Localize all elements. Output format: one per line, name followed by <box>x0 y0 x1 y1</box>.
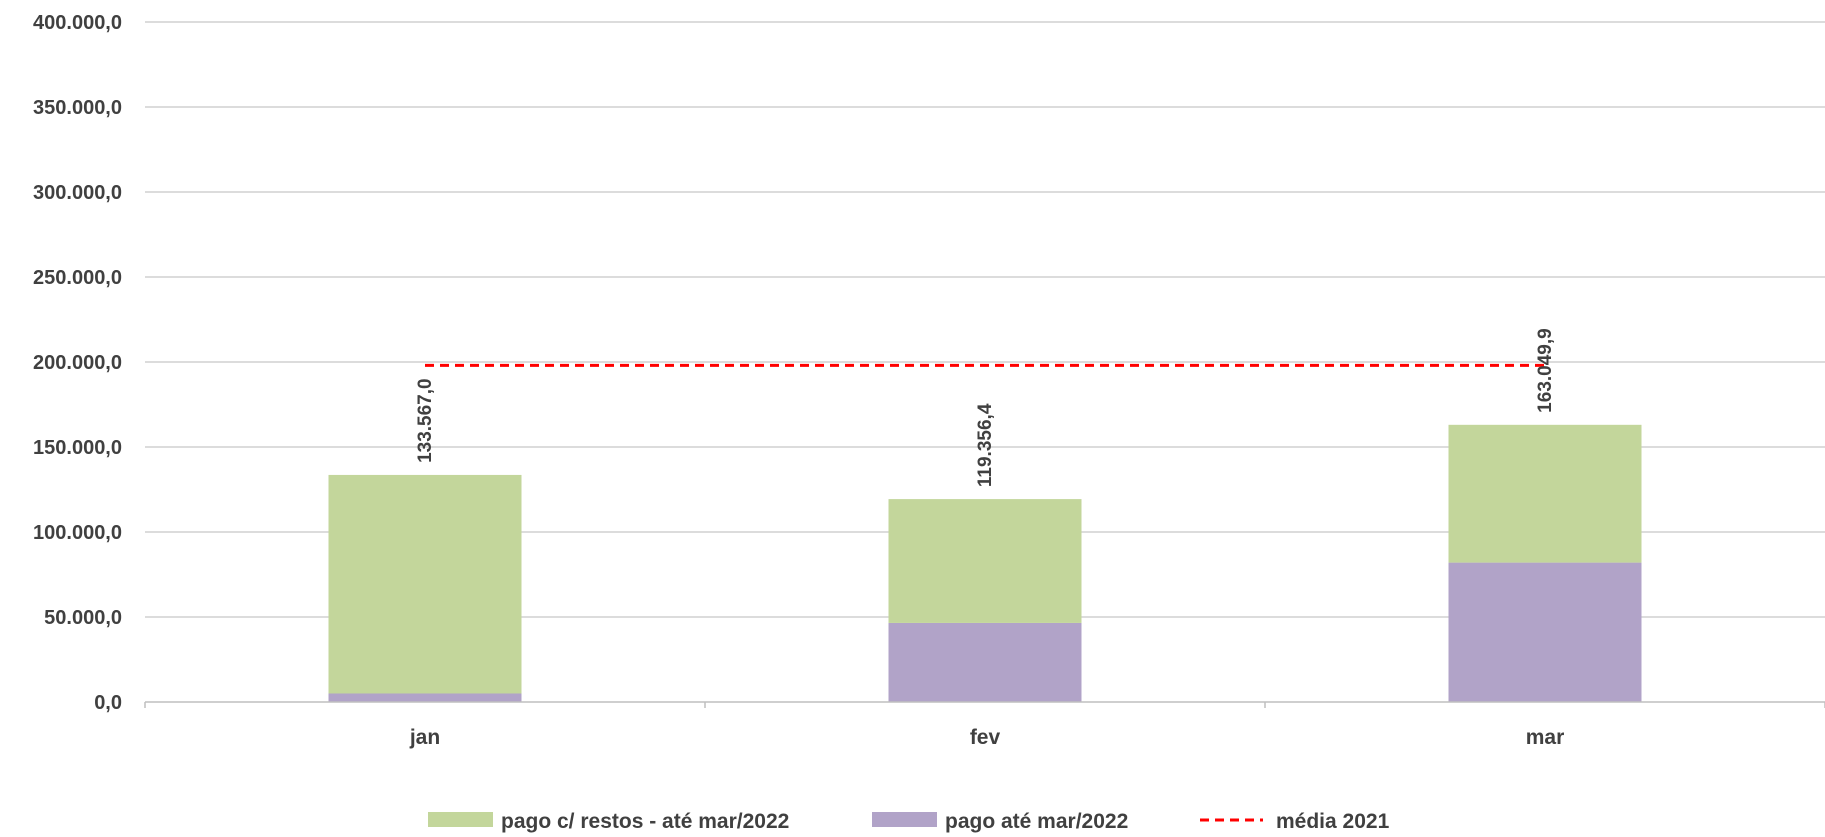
legend-label-pago-restos: pago c/ restos - até mar/2022 <box>501 810 789 833</box>
y-tick-label: 150.000,0 <box>33 437 122 459</box>
legend-label-media: média 2021 <box>1276 810 1390 833</box>
y-tick-label: 0,0 <box>94 692 122 714</box>
legend-swatch-pago-restos <box>428 812 493 827</box>
y-tick-label: 100.000,0 <box>33 522 122 544</box>
bars <box>328 424 1642 702</box>
y-tick-label: 300.000,0 <box>33 182 122 204</box>
x-tick-label: jan <box>409 726 440 749</box>
data-label: 163.049,9 <box>1535 328 1556 413</box>
bar-pago-restos <box>888 499 1082 623</box>
y-tick-label: 350.000,0 <box>33 97 122 119</box>
y-tick-label: 200.000,0 <box>33 352 122 374</box>
y-tick-label: 50.000,0 <box>44 607 122 629</box>
bar-pago <box>1448 562 1642 702</box>
x-tick-label: fev <box>970 726 1001 749</box>
y-axis: 0,0 50.000,0 100.000,0 150.000,0 200.000,0 25… <box>33 12 122 714</box>
x-axis: jan fev mar <box>144 701 1825 749</box>
x-tick-label: mar <box>1526 726 1565 749</box>
legend-label-pago: pago até mar/2022 <box>945 810 1128 833</box>
y-tick-label: 400.000,0 <box>33 12 122 34</box>
data-label: 119.356,4 <box>975 403 996 487</box>
legend-swatch-pago <box>872 812 937 827</box>
data-label: 133.567,0 <box>415 378 436 463</box>
y-tick-label: 250.000,0 <box>33 267 122 289</box>
bar-pago <box>328 693 522 702</box>
legend: pago c/ restos - até mar/2022 pago até m… <box>428 810 1390 833</box>
bar-pago-restos <box>1448 424 1642 563</box>
data-labels: 133.567,0 119.356,4 163.049,9 <box>415 328 1556 487</box>
bar-pago <box>888 622 1082 702</box>
bar-pago-restos <box>328 474 522 694</box>
